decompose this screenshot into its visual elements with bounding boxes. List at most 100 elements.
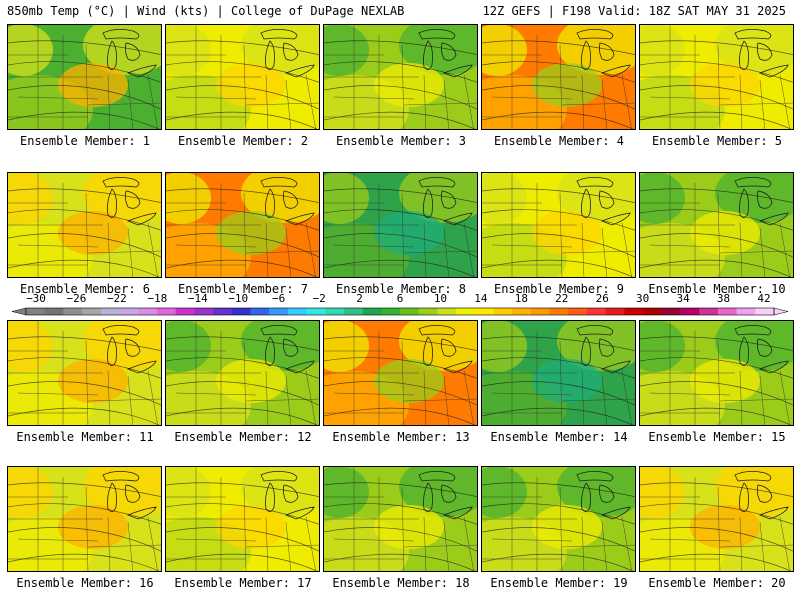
colorbar-tick-label: −6	[272, 292, 286, 305]
ensemble-map-panel	[481, 24, 636, 130]
colorbar-swatch	[587, 308, 606, 315]
temperature-shading	[216, 211, 286, 255]
great-lakes-outline	[418, 177, 473, 226]
ensemble-member-label: Ensemble Member: 15	[648, 430, 786, 444]
colorbar-swatch	[624, 308, 644, 315]
temperature-shading	[374, 63, 444, 107]
temperature-shading	[690, 359, 760, 403]
great-lakes-outline	[102, 471, 157, 520]
ensemble-map-panel	[7, 466, 162, 572]
state-borders	[324, 173, 477, 277]
colorbar-tick-label: 2	[356, 292, 363, 305]
temperature-map	[166, 173, 319, 277]
temperature-shading	[399, 25, 477, 75]
state-borders	[8, 321, 161, 425]
run-valid-time: 12Z GEFS | F198 Valid: 18Z SAT MAY 31 20…	[482, 4, 786, 18]
ensemble-map-panel	[639, 24, 794, 130]
great-lakes-outline	[260, 29, 315, 78]
ensemble-member-label: Ensemble Member: 5	[651, 134, 783, 148]
temperature-map	[324, 173, 477, 277]
state-borders	[482, 25, 635, 129]
great-lakes-outline	[102, 325, 157, 374]
height-contours	[166, 188, 319, 277]
colorbar-scale	[12, 307, 788, 316]
colorbar-low-arrow	[12, 307, 27, 316]
colorbar-swatch	[213, 308, 232, 315]
ensemble-map-panel	[165, 24, 320, 130]
colorbar-swatch	[512, 308, 532, 315]
temperature-shading	[690, 63, 760, 107]
temperature-shading	[58, 505, 128, 549]
temperature-map	[8, 25, 161, 129]
great-lakes-outline	[734, 471, 789, 520]
state-borders	[640, 25, 793, 129]
colorbar-swatch	[269, 308, 289, 315]
colorbar-swatch	[493, 308, 513, 315]
temperature-shading	[58, 211, 128, 255]
height-contours	[8, 336, 161, 425]
ensemble-member-label: Ensemble Member: 13	[332, 430, 470, 444]
colorbar-swatch	[549, 308, 569, 315]
temperature-shading	[216, 359, 286, 403]
ensemble-member-label: Ensemble Member: 6	[19, 282, 151, 296]
great-lakes-outline	[102, 177, 157, 226]
great-lakes-outline	[102, 29, 157, 78]
colorbar-swatch	[381, 308, 401, 315]
ensemble-member-label: Ensemble Member: 7	[177, 282, 309, 296]
temperature-shading	[399, 321, 477, 371]
temperature-map	[640, 25, 793, 129]
colorbar-swatch	[175, 308, 195, 315]
colorbar-swatch	[699, 308, 719, 315]
temperature-shading	[216, 505, 286, 549]
colorbar-swatch	[568, 308, 588, 315]
colorbar-swatch	[26, 308, 45, 315]
colorbar-swatch	[530, 308, 550, 315]
colorbar-tick-label: 6	[396, 292, 404, 305]
colorbar-swatch	[194, 308, 214, 315]
temperature-shading	[83, 321, 161, 371]
temperature-map	[640, 467, 793, 571]
colorbar-swatch	[250, 308, 270, 315]
colorbar-swatch	[437, 308, 457, 315]
temperature-shading	[241, 25, 319, 75]
state-borders	[482, 321, 635, 425]
height-contours	[324, 336, 477, 425]
colorbar-high-arrow	[773, 307, 788, 316]
colorbar-tick-label: 42	[757, 292, 771, 305]
ensemble-map-panel	[323, 320, 478, 426]
colorbar-tick-label: −26	[66, 292, 87, 305]
height-contours	[640, 336, 793, 425]
colorbar-swatch	[44, 308, 64, 315]
temperature-map	[8, 321, 161, 425]
great-lakes-outline	[734, 325, 789, 374]
state-borders	[324, 321, 477, 425]
colorbar-tick-label: 38	[716, 292, 731, 305]
temperature-shading	[557, 173, 635, 223]
colorbar-tick-label: 30	[636, 292, 650, 305]
colorbar-tick-label: −22	[106, 292, 127, 305]
figure-header: 850mb Temp (°C) | Wind (kts) | College o…	[0, 0, 800, 22]
great-lakes-outline	[576, 29, 631, 78]
great-lakes-outline	[734, 177, 789, 226]
temperature-map	[482, 173, 635, 277]
colorbar-swatch	[456, 308, 476, 315]
colorbar-swatch	[343, 308, 363, 315]
state-borders	[482, 467, 635, 571]
colorbar-swatch	[231, 308, 251, 315]
great-lakes-outline	[260, 471, 315, 520]
colorbar-swatch	[755, 308, 775, 315]
height-contours	[482, 336, 635, 425]
great-lakes-outline	[260, 325, 315, 374]
colorbar-tick-label: −30	[26, 292, 46, 305]
height-contours	[166, 40, 319, 129]
colorbar-swatch	[82, 308, 102, 315]
temperature-shading	[374, 211, 444, 255]
colorbar-tick-label: −2	[312, 292, 326, 305]
ensemble-member-label: Ensemble Member: 14	[490, 430, 628, 444]
colorbar-tick-label: 22	[555, 292, 569, 305]
ensemble-map-panel	[165, 466, 320, 572]
height-contours	[8, 188, 161, 277]
ensemble-map-panel	[481, 320, 636, 426]
colorbar-tick-label: 14	[474, 292, 488, 305]
temperature-shading	[241, 321, 319, 371]
